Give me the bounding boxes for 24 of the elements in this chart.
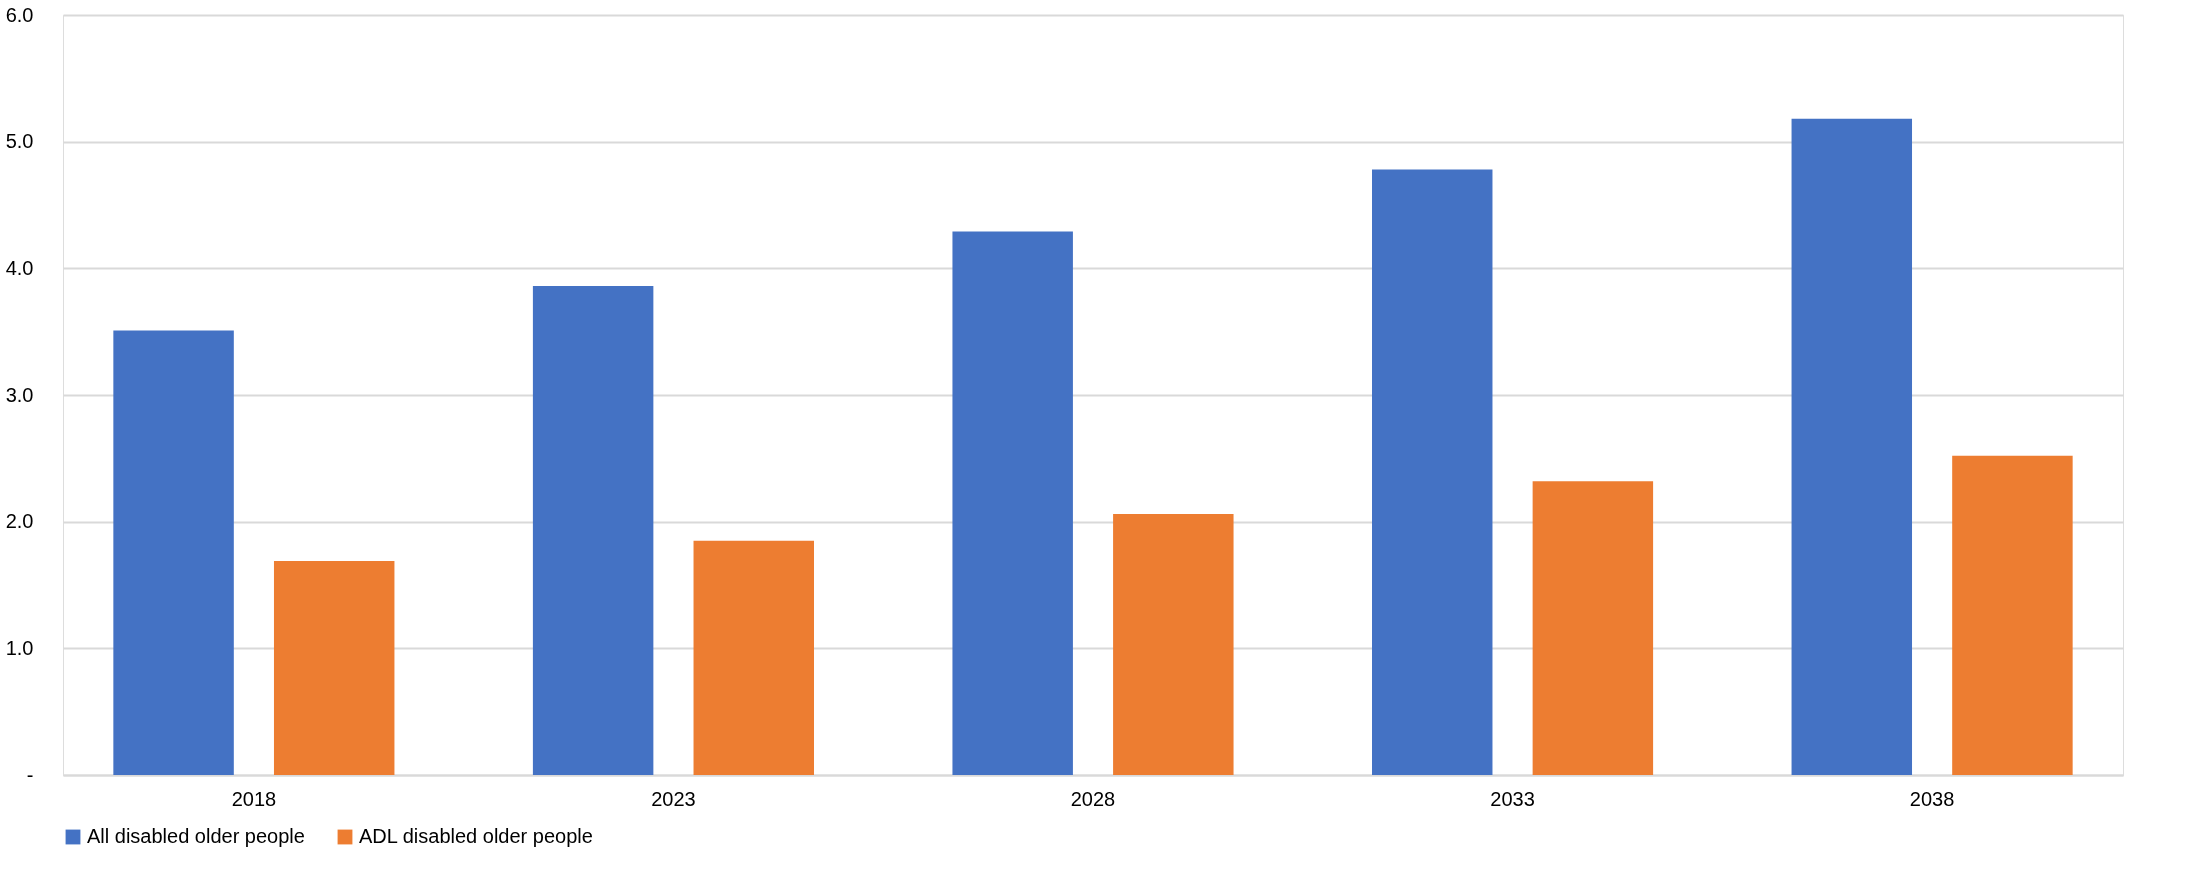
bar — [532, 286, 654, 775]
y-tick-label: 4.0 — [5, 256, 34, 279]
bar — [1791, 118, 1913, 775]
bar — [1113, 514, 1234, 775]
x-tick-label: 2023 — [651, 787, 696, 810]
x-tick-label: 2028 — [1070, 787, 1116, 810]
bar — [952, 231, 1073, 775]
bar — [1952, 455, 2073, 775]
legend-label: All disabled older people — [87, 825, 305, 847]
y-tick-label: 2.0 — [5, 510, 34, 533]
legend-label: ADL disabled older people — [359, 825, 593, 847]
y-tick-label: 5.0 — [5, 130, 34, 153]
y-tick-label: - — [26, 763, 34, 786]
bar — [1372, 169, 1493, 775]
bar — [693, 540, 814, 775]
y-tick-label: 3.0 — [5, 383, 34, 406]
y-tick-label: 6.0 — [5, 3, 34, 26]
y-tick-label: 1.0 — [5, 636, 34, 659]
x-tick-label: 2018 — [231, 787, 277, 810]
x-tick-label: 2033 — [1490, 787, 1535, 810]
x-tick-label: 2038 — [1909, 787, 1955, 810]
bar — [113, 330, 234, 775]
bar — [1532, 481, 1654, 775]
bar — [273, 560, 395, 775]
